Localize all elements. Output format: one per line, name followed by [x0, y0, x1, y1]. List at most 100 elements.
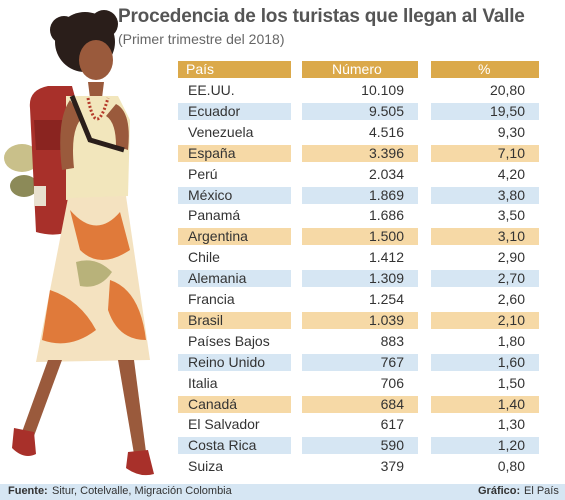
table-row: Panamá 1.686 3,50	[178, 207, 561, 224]
cell-numero: 379	[380, 458, 404, 475]
cell-pais: Costa Rica	[178, 437, 291, 455]
cell-pais: Reino Unido	[178, 353, 291, 371]
cell-pct: 2,90	[497, 249, 525, 266]
table-row: Francia 1.254 2,60	[178, 291, 561, 308]
page-subtitle: (Primer trimestre del 2018)	[118, 31, 285, 47]
cell-numero: 1.500	[302, 228, 418, 246]
cell-pct: 1,80	[497, 332, 525, 349]
cell-numero: 3.396	[302, 144, 418, 162]
header-pais: País	[186, 61, 215, 77]
cell-pct: 0,80	[497, 458, 525, 475]
bedroll-shape	[4, 144, 40, 172]
bedroll-shape-2	[10, 175, 38, 197]
header-pct: %	[478, 61, 491, 77]
cell-pct: 1,40	[431, 395, 539, 413]
cell-numero: 9.505	[302, 102, 418, 120]
cell-numero: 767	[302, 353, 418, 371]
cell-pct: 1,20	[431, 437, 539, 455]
cell-pais: Canadá	[178, 395, 291, 413]
footer: Fuente: Situr, Cotelvalle, Migración Col…	[0, 484, 565, 500]
woman-backpacker-illustration	[4, 10, 154, 476]
cell-numero: 1.869	[302, 186, 418, 204]
table-row: Reino Unido 767 1,60	[178, 353, 561, 371]
cell-pct: 3,10	[431, 228, 539, 246]
cell-pct: 19,50	[431, 102, 539, 120]
table-row: Chile 1.412 2,90	[178, 249, 561, 266]
header-numero: Número	[332, 61, 382, 77]
table-row: Ecuador 9.505 19,50	[178, 102, 561, 120]
cell-pct: 3,80	[431, 186, 539, 204]
shoe-left	[12, 428, 36, 456]
cell-pais: Suiza	[188, 458, 224, 475]
necklace-shape	[86, 97, 110, 121]
cell-pais: Países Bajos	[188, 332, 270, 349]
cell-pais: EE.UU.	[188, 82, 235, 98]
table-row: Países Bajos 883 1,80	[178, 333, 561, 350]
table-row: México 1.869 3,80	[178, 186, 561, 204]
graphic-text: El País	[524, 485, 559, 497]
cell-pct: 2,70	[431, 270, 539, 288]
cell-pais: Italia	[188, 374, 218, 391]
table-row: Venezuela 4.516 9,30	[178, 124, 561, 141]
cell-pais: Venezuela	[188, 123, 254, 140]
neck-shape	[88, 82, 104, 98]
cell-pct: 1,60	[431, 353, 539, 371]
cell-pais: Ecuador	[178, 102, 291, 120]
skirt-pattern-4	[76, 260, 112, 287]
cell-pais: Chile	[188, 249, 220, 266]
table-header: País	[178, 61, 291, 78]
page-title: Procedencia de los turistas que llegan a…	[118, 6, 525, 27]
cell-numero: 1.254	[368, 291, 404, 307]
hair-curl	[50, 16, 78, 44]
table-row: Argentina 1.500 3,10	[178, 228, 561, 246]
cell-pct: 7,10	[431, 144, 539, 162]
cell-pct: 4,20	[497, 165, 525, 182]
cell-numero: 1.412	[368, 249, 404, 266]
arm-right	[106, 104, 129, 150]
cell-numero: 617	[380, 416, 404, 433]
cell-numero: 684	[302, 395, 418, 413]
cell-numero: 1.039	[302, 311, 418, 329]
cell-pct: 20,80	[489, 82, 525, 98]
hair-curl-2	[90, 10, 118, 38]
cell-pais: Brasil	[178, 311, 291, 329]
cell-pct: 2,10	[431, 311, 539, 329]
table-row: Brasil 1.039 2,10	[178, 311, 561, 329]
cell-numero: 10.109	[361, 82, 404, 98]
cell-numero: 1.686	[368, 207, 404, 224]
graphic-label: Gráfico:	[478, 485, 521, 497]
cell-numero: 590	[302, 437, 418, 455]
table-row: Costa Rica 590 1,20	[178, 437, 561, 455]
leg-right	[118, 360, 146, 454]
cell-pais: Panamá	[188, 207, 241, 224]
backpack-tag	[34, 186, 46, 206]
table-row: El Salvador 617 1,30	[178, 416, 561, 433]
cell-numero: 706	[380, 374, 404, 391]
shoe-right	[126, 450, 154, 476]
cell-numero: 4.516	[368, 123, 404, 140]
table-header-numero-cell: Número	[302, 61, 418, 78]
table-header-pct-cell: %	[431, 61, 539, 78]
cell-pct: 9,30	[497, 123, 525, 140]
cell-pais: México	[178, 186, 291, 204]
table-row: Perú 2.034 4,20	[178, 166, 561, 183]
cell-pct: 1,30	[497, 416, 525, 433]
cell-pais: Alemania	[178, 270, 291, 288]
skirt-pattern	[70, 210, 130, 260]
cell-numero: 2.034	[368, 165, 404, 182]
source-label: Fuente:	[8, 485, 48, 497]
table-row: Canadá 684 1,40	[178, 395, 561, 413]
cell-pais: Argentina	[178, 228, 291, 246]
leg-left	[22, 360, 62, 436]
cell-pais: España	[178, 144, 291, 162]
skirt-pattern-2	[42, 290, 96, 344]
source-text: Situr, Cotelvalle, Migración Colombia	[52, 485, 232, 497]
cell-pais: El Salvador	[188, 416, 260, 433]
table-row: Italia 706 1,50	[178, 375, 561, 392]
strap-shape	[69, 95, 125, 153]
skirt-pattern-3	[108, 280, 146, 340]
cell-pais: Francia	[188, 291, 235, 307]
table-row: EE.UU. 10.109 20,80	[178, 82, 561, 99]
table-row: España 3.396 7,10	[178, 144, 561, 162]
table-row: Suiza 379 0,80	[178, 458, 561, 475]
